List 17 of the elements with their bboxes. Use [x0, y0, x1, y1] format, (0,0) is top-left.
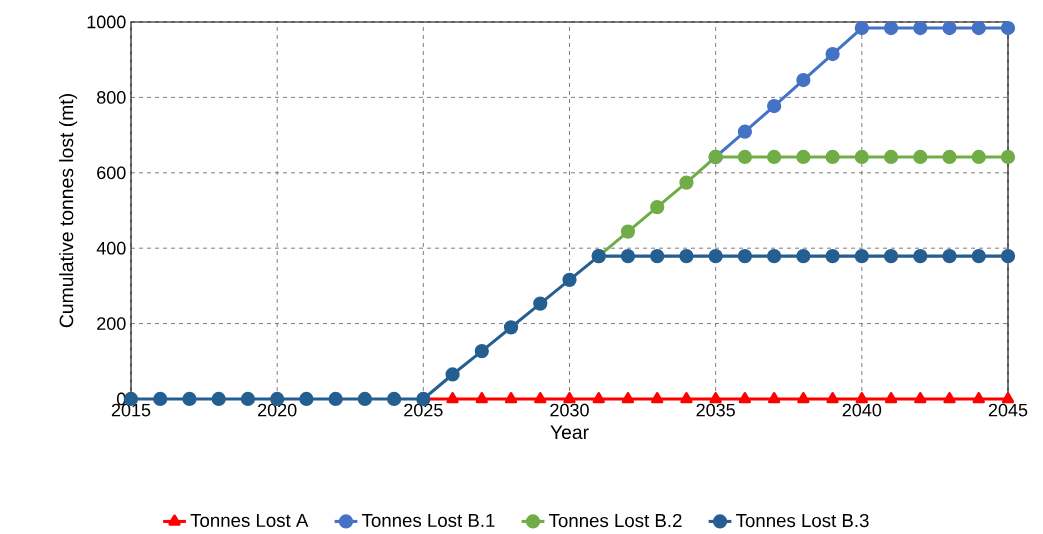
- y-tick-label: 200: [97, 317, 126, 330]
- y-tick-label: 800: [97, 90, 126, 104]
- x-tick-label: 2040: [842, 403, 882, 417]
- x-axis-title: Year: [550, 425, 589, 439]
- legend-label: Tonnes Lost B.3: [736, 513, 869, 527]
- x-tick-label: 2045: [988, 403, 1028, 417]
- y-tick-label: 600: [97, 166, 126, 180]
- x-tick-label: 2025: [404, 403, 443, 417]
- legend-label: Tonnes Lost B.2: [549, 513, 682, 527]
- legend-label: Tonnes Lost A: [190, 513, 309, 527]
- x-tick-label: 2030: [550, 403, 589, 417]
- x-tick-label: 2020: [258, 403, 297, 417]
- x-tick-label: 2035: [696, 403, 735, 417]
- y-axis-title: Cumulative tonnes lost (mt): [59, 93, 78, 328]
- y-tick-label: 1000: [87, 15, 126, 29]
- y-tick-label: 400: [96, 241, 126, 255]
- legend-label: Tonnes Lost B.1: [361, 513, 495, 527]
